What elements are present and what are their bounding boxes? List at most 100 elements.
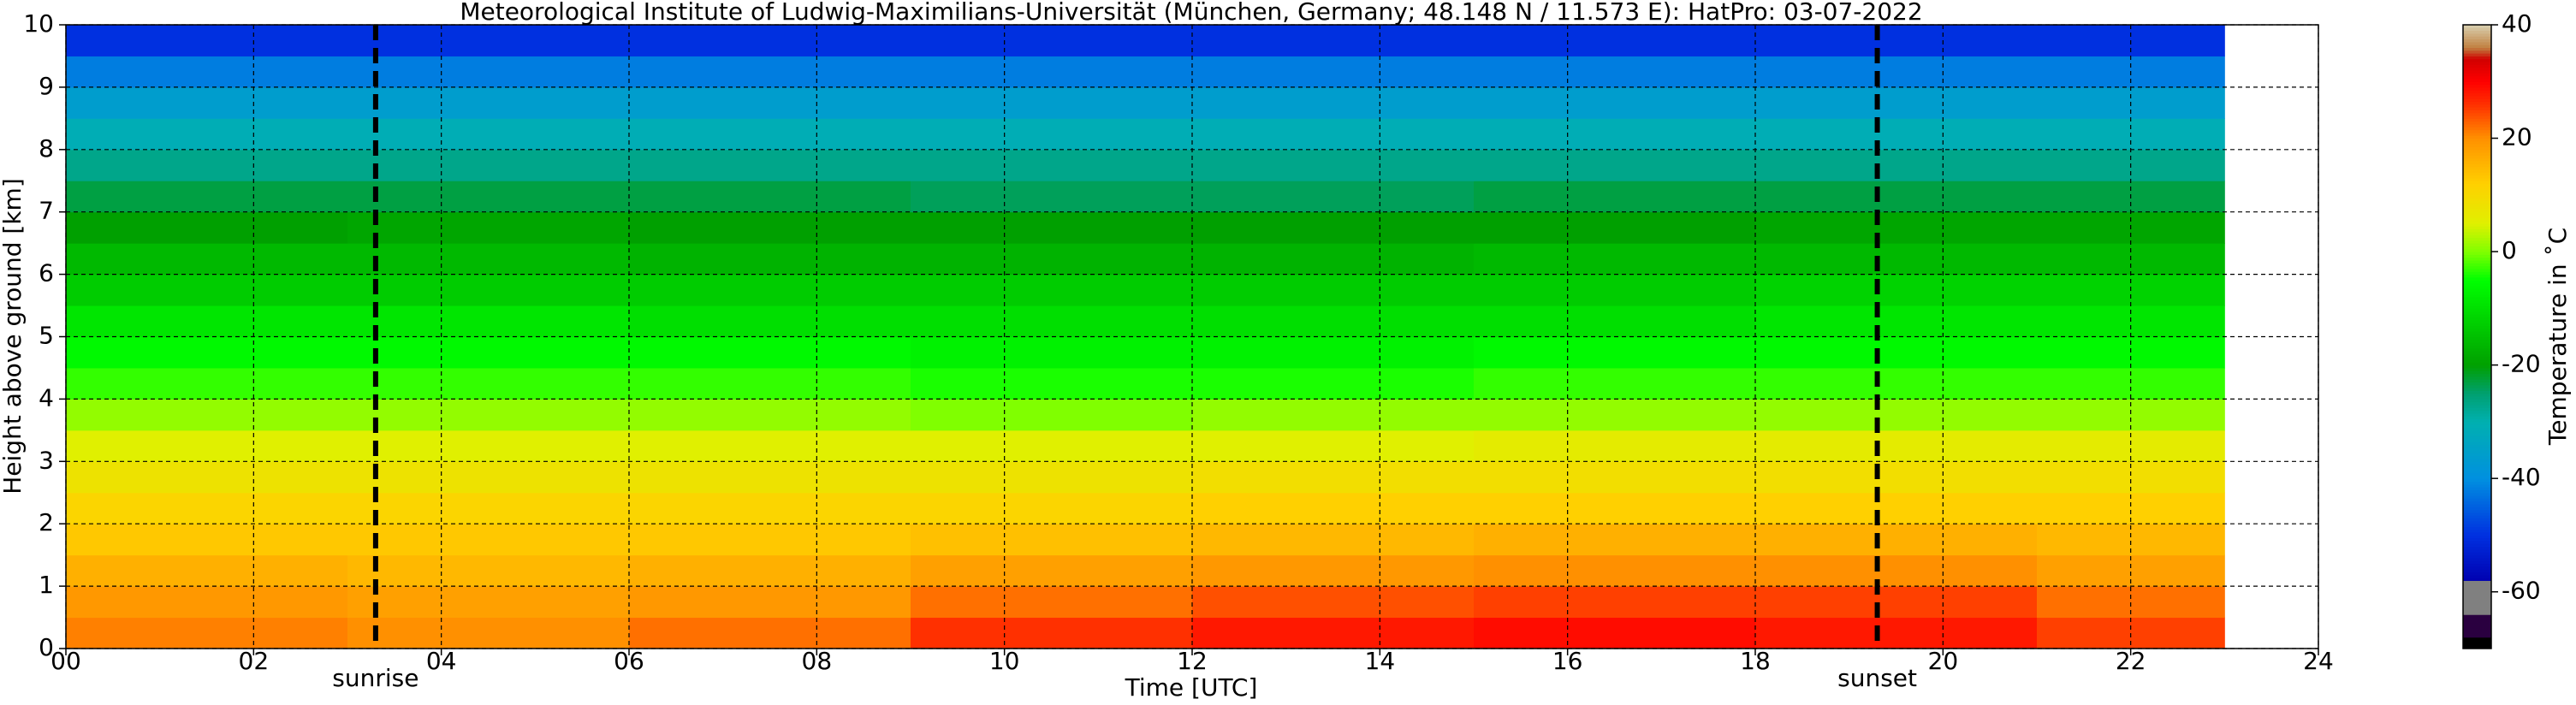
- heat-cell: [1192, 399, 1475, 431]
- colorbar-swatch: [2463, 161, 2491, 164]
- colorbar-swatch: [2463, 308, 2491, 312]
- colorbar-swatch: [2463, 345, 2491, 349]
- heat-cell: [1755, 118, 2038, 151]
- colorbar-swatch: [2463, 248, 2491, 252]
- heat-cell: [911, 86, 1193, 119]
- colorbar-swatch: [2463, 376, 2491, 380]
- colorbar-swatch: [2463, 362, 2491, 366]
- heat-cell: [629, 492, 911, 524]
- heat-cell: [1474, 524, 1756, 556]
- heat-cell: [629, 181, 911, 213]
- plot-frame: [65, 24, 2319, 649]
- colorbar-swatch: [2463, 535, 2491, 539]
- colorbar-swatch: [2463, 405, 2491, 408]
- colorbar-swatch: [2463, 504, 2491, 507]
- x-tick-label: 10: [989, 647, 1020, 675]
- colorbar-swatch: [2463, 356, 2491, 360]
- heat-cell: [347, 149, 630, 181]
- heat-cell: [347, 554, 630, 587]
- colorbar-swatch: [2463, 583, 2491, 587]
- colorbar-swatch: [2463, 186, 2491, 190]
- colorbar-swatch: [2463, 107, 2491, 110]
- colorbar-swatch: [2463, 637, 2491, 641]
- colorbar-swatch: [2463, 634, 2491, 638]
- colorbar-swatch: [2463, 135, 2491, 139]
- colorbar-swatch: [2463, 472, 2491, 477]
- colorbar-swatch: [2463, 526, 2491, 530]
- heat-cell: [1755, 181, 2038, 213]
- heat-cell: [347, 617, 630, 649]
- colorbar-swatch: [2463, 595, 2491, 598]
- colorbar-swatch: [2463, 600, 2491, 604]
- colorbar-swatch: [2463, 390, 2491, 394]
- heat-cell: [1755, 430, 2038, 462]
- colorbar-swatch: [2463, 177, 2491, 181]
- heat-cell: [347, 305, 630, 337]
- colorbar-swatch: [2463, 444, 2491, 448]
- colorbar-swatch: [2463, 427, 2491, 431]
- colorbar-swatch: [2463, 104, 2491, 108]
- heat-cell: [66, 25, 348, 56]
- heat-cell: [66, 149, 348, 181]
- heat-cell: [629, 461, 911, 494]
- heat-cell: [911, 211, 1193, 244]
- colorbar-swatch: [2463, 149, 2491, 153]
- heat-cell: [347, 430, 630, 462]
- colorbar-swatch: [2463, 189, 2491, 193]
- event-label: sunrise: [332, 664, 418, 692]
- colorbar-swatch: [2463, 206, 2491, 210]
- heat-cell: [911, 554, 1193, 587]
- colorbar-swatch: [2463, 246, 2491, 250]
- colorbar-swatch: [2463, 110, 2491, 114]
- colorbar-swatch: [2463, 552, 2491, 556]
- colorbar-swatch: [2463, 234, 2491, 239]
- colorbar-swatch: [2463, 152, 2491, 156]
- heat-cell: [629, 430, 911, 462]
- heat-cell: [1755, 617, 2038, 649]
- colorbar-swatch: [2463, 138, 2491, 142]
- colorbar-swatch: [2463, 215, 2491, 218]
- heat-cell: [629, 554, 911, 587]
- colorbar-swatch: [2463, 342, 2491, 346]
- colorbar-swatch: [2463, 41, 2491, 45]
- y-tick-label: 0: [39, 633, 54, 661]
- colorbar-swatch: [2463, 282, 2491, 287]
- heat-cell: [347, 492, 630, 524]
- heat-cell: [1192, 118, 1475, 151]
- colorbar-swatch: [2463, 265, 2491, 270]
- colorbar-swatch: [2463, 243, 2491, 246]
- colorbar-swatch: [2463, 461, 2491, 465]
- heat-cell: [1755, 524, 2038, 556]
- heat-cell: [1755, 399, 2038, 431]
- colorbar-swatch: [2463, 280, 2491, 284]
- colorbar-swatch: [2463, 252, 2491, 255]
- colorbar-swatch: [2463, 466, 2491, 471]
- heat-cell: [347, 25, 630, 56]
- colorbar-swatch: [2463, 260, 2491, 264]
- colorbar-swatch: [2463, 334, 2491, 337]
- colorbar-swatch: [2463, 220, 2491, 224]
- heat-cell: [1474, 56, 1756, 88]
- heat-cell: [1755, 86, 2038, 119]
- heat-cell: [911, 336, 1193, 369]
- colorbar-swatch: [2463, 211, 2491, 216]
- colorbar-swatch: [2463, 602, 2491, 607]
- heat-cell: [66, 274, 348, 306]
- colorbar-swatch: [2463, 614, 2491, 619]
- colorbar-swatch: [2463, 640, 2491, 643]
- colorbar-swatch: [2463, 33, 2491, 37]
- colorbar-swatch: [2463, 53, 2491, 56]
- heat-cell: [347, 86, 630, 119]
- heat-cell: [1474, 492, 1756, 524]
- heat-cell: [1755, 554, 2038, 587]
- colorbar-swatch: [2463, 407, 2491, 412]
- colorbar-swatch: [2463, 421, 2491, 425]
- heat-cell: [1192, 367, 1475, 400]
- colorbar-swatch: [2463, 487, 2491, 490]
- heat-cell: [66, 56, 348, 88]
- heat-cell: [1192, 274, 1475, 306]
- colorbar-swatch: [2463, 339, 2491, 343]
- heat-cell: [1755, 25, 2038, 56]
- heat-cell: [629, 274, 911, 306]
